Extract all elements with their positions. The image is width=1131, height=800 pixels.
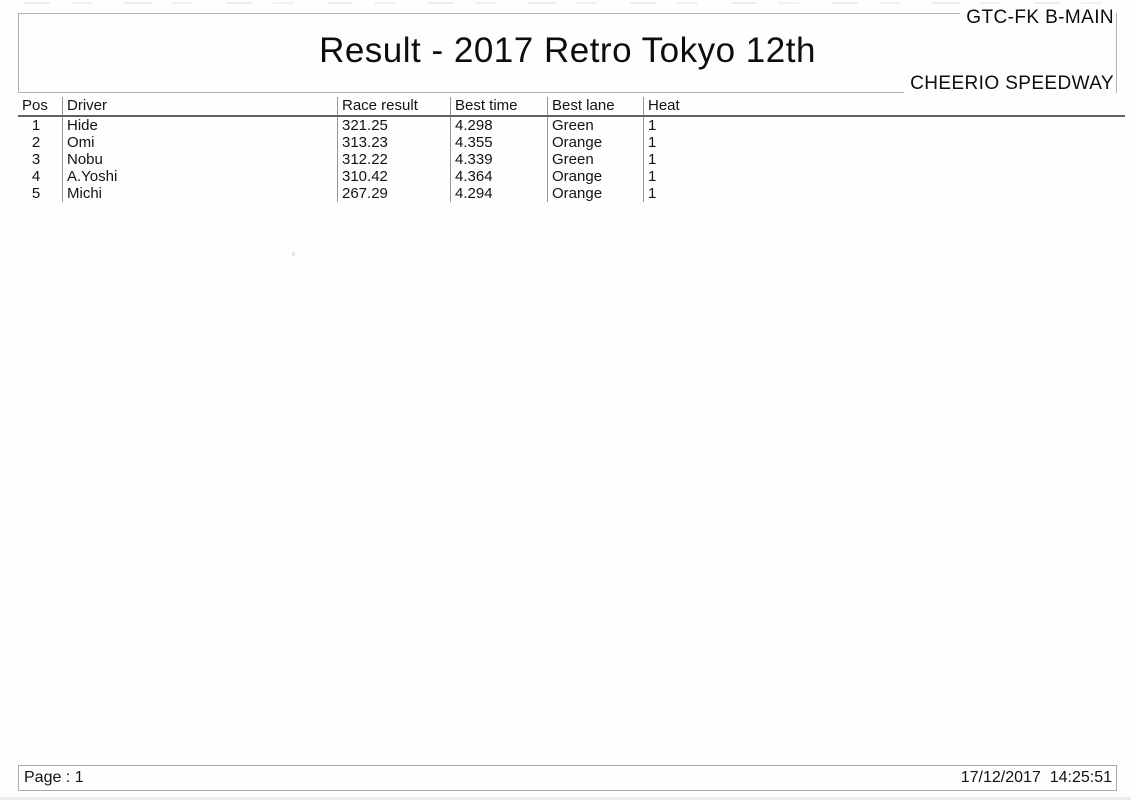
cell-heat: 1 [643, 168, 1125, 185]
report-header-box: GTC-FK B-MAIN Result - 2017 Retro Tokyo … [18, 7, 1117, 95]
cell-heat: 1 [643, 151, 1125, 168]
cell-pos: 5 [31, 185, 41, 202]
report-footer-bar: Page : 1 17/12/2017 14:25:51 [18, 765, 1117, 791]
results-table: Pos Driver Race result Best time Best la… [18, 97, 1125, 202]
cell-heat: 1 [643, 134, 1125, 151]
cell-race-result: 321.25 [337, 117, 450, 134]
cell-heat: 1 [643, 117, 1125, 134]
cell-race-result: 267.29 [337, 185, 450, 202]
venue-label: CHEERIO SPEEDWAY [904, 73, 1116, 95]
cell-driver: Michi [62, 185, 337, 202]
print-datetime: 17/12/2017 14:25:51 [960, 769, 1112, 786]
cell-race-result: 313.23 [337, 134, 450, 151]
cell-best-lane: Green [547, 151, 643, 168]
cell-best-time: 4.364 [450, 168, 547, 185]
cell-driver: A.Yoshi [62, 168, 337, 185]
scan-noise-top [24, 2, 1123, 4]
cell-driver: Nobu [62, 151, 337, 168]
cell-heat: 1 [643, 185, 1125, 202]
cell-pos: 2 [31, 134, 41, 151]
col-header-best-time: Best time [450, 97, 547, 115]
cell-driver: Hide [62, 117, 337, 134]
table-row: 1 Hide 321.25 4.298 Green 1 [18, 117, 1125, 134]
cell-best-time: 4.294 [450, 185, 547, 202]
table-header-row: Pos Driver Race result Best time Best la… [18, 97, 1125, 117]
cell-pos: 1 [31, 117, 41, 134]
cell-race-result: 310.42 [337, 168, 450, 185]
page-number-label: Page : 1 [24, 769, 84, 786]
cell-best-lane: Orange [547, 134, 643, 151]
col-header-heat: Heat [643, 97, 1125, 115]
col-header-pos: Pos [22, 97, 48, 114]
col-header-driver: Driver [62, 97, 337, 115]
cell-pos: 3 [31, 151, 41, 168]
cell-best-time: 4.355 [450, 134, 547, 151]
table-row: 2 Omi 313.23 4.355 Orange 1 [18, 134, 1125, 151]
cell-best-lane: Orange [547, 185, 643, 202]
scan-speck [292, 252, 295, 257]
table-row: 5 Michi 267.29 4.294 Orange 1 [18, 185, 1125, 202]
cell-race-result: 312.22 [337, 151, 450, 168]
cell-driver: Omi [62, 134, 337, 151]
cell-best-time: 4.298 [450, 117, 547, 134]
table-row: 3 Nobu 312.22 4.339 Green 1 [18, 151, 1125, 168]
cell-best-lane: Green [547, 117, 643, 134]
scan-edge-strip [0, 797, 1131, 800]
event-class-label: GTC-FK B-MAIN [960, 7, 1116, 29]
col-header-race-result: Race result [337, 97, 450, 115]
col-header-best-lane: Best lane [547, 97, 643, 115]
table-row: 4 A.Yoshi 310.42 4.364 Orange 1 [18, 168, 1125, 185]
cell-best-lane: Orange [547, 168, 643, 185]
cell-pos: 4 [31, 168, 41, 185]
cell-best-time: 4.339 [450, 151, 547, 168]
page-title: Result - 2017 Retro Tokyo 12th [319, 31, 816, 70]
